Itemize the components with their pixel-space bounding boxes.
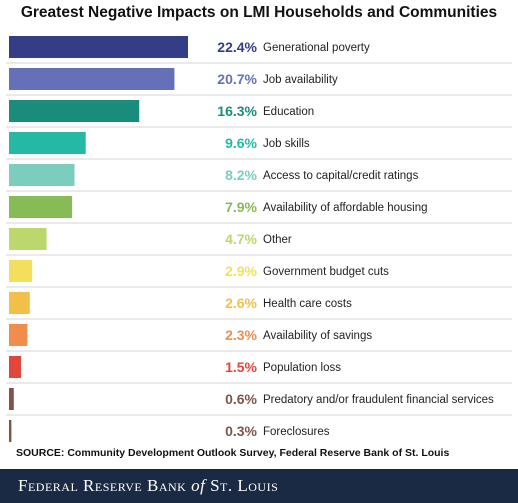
value-label-10: 1.5% xyxy=(225,359,257,375)
bar-12 xyxy=(9,420,12,442)
category-label-12: Foreclosures xyxy=(263,426,330,438)
value-label-12: 0.3% xyxy=(225,423,257,439)
category-label-5: Availability of affordable housing xyxy=(263,202,428,214)
bar-10 xyxy=(9,356,21,378)
bar-3 xyxy=(9,132,86,154)
bar-4 xyxy=(9,164,75,186)
category-label-9: Availability of savings xyxy=(263,330,372,342)
value-label-1: 20.7% xyxy=(217,71,257,87)
bar-2 xyxy=(9,100,140,122)
bar-5 xyxy=(9,196,73,218)
chart-title: Greatest Negative Impacts on LMI Househo… xyxy=(20,4,498,21)
category-label-7: Government budget cuts xyxy=(263,266,389,278)
bar-9 xyxy=(9,324,28,346)
bar-6 xyxy=(9,228,47,250)
value-label-7: 2.9% xyxy=(225,263,257,279)
value-label-9: 2.3% xyxy=(225,327,257,343)
category-label-11: Predatory and/or fraudulent financial se… xyxy=(263,394,494,406)
bar-1 xyxy=(9,68,175,90)
bar-7 xyxy=(9,260,33,282)
value-label-0: 22.4% xyxy=(217,39,257,55)
footer-city: St. Louis xyxy=(205,476,279,495)
category-label-3: Job skills xyxy=(263,138,310,150)
category-label-10: Population loss xyxy=(263,362,341,374)
category-label-0: Generational poverty xyxy=(263,42,370,54)
bar-8 xyxy=(9,292,30,314)
bar-11 xyxy=(9,388,14,410)
value-label-11: 0.6% xyxy=(225,391,257,407)
footer-bank-name: Federal Reserve Bank xyxy=(18,476,192,495)
bar-0 xyxy=(9,36,188,58)
source-note: SOURCE: Community Development Outlook Su… xyxy=(16,447,450,459)
category-label-1: Job availability xyxy=(263,74,338,86)
value-label-3: 9.6% xyxy=(225,135,257,151)
value-label-6: 4.7% xyxy=(225,231,257,247)
value-label-5: 7.9% xyxy=(225,199,257,215)
category-label-4: Access to capital/credit ratings xyxy=(263,170,419,182)
category-label-2: Education xyxy=(263,106,314,118)
value-label-8: 2.6% xyxy=(225,295,257,311)
category-label-8: Health care costs xyxy=(263,298,352,310)
bar-chart: 22.4% Generational poverty 20.7% Job availa… xyxy=(6,36,512,442)
value-label-4: 8.2% xyxy=(225,167,257,183)
category-label-6: Other xyxy=(263,234,292,246)
footer-logo: Federal Reserve Bank of St. Louis xyxy=(0,469,518,503)
value-label-2: 16.3% xyxy=(217,103,257,119)
footer-of: of xyxy=(191,476,206,495)
